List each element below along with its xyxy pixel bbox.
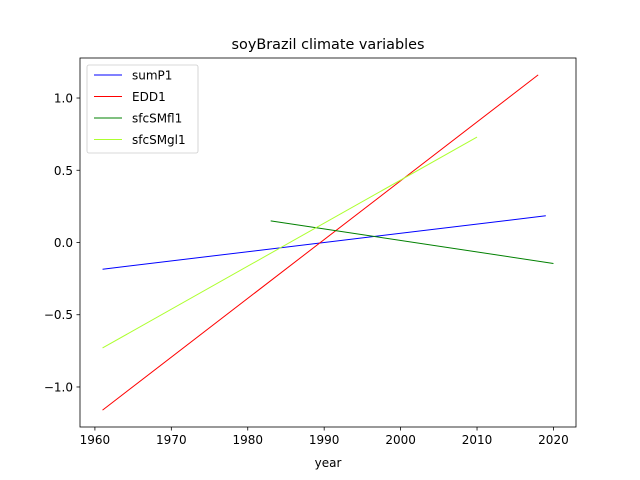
y-axis: −1.0 −0.5 0.0 0.5 1.0 [44, 92, 80, 394]
x-tick-label: 2000 [385, 433, 416, 447]
x-tick-label: 2020 [538, 433, 569, 447]
y-tick-label: −1.0 [44, 380, 73, 394]
y-tick-label: 0.0 [54, 236, 73, 250]
legend-label-EDD1: EDD1 [132, 90, 166, 104]
x-axis: 1960 1970 1980 1990 2000 2010 2020 [80, 427, 569, 447]
series-line-EDD1 [102, 74, 539, 411]
x-tick-label: 1990 [309, 433, 340, 447]
x-tick-label: 1960 [80, 433, 111, 447]
chart-title: soyBrazil climate variables [232, 37, 425, 53]
legend-box [86, 64, 199, 154]
legend: sumP1 EDD1 sfcSMfl1 sfcSMgl1 [86, 64, 199, 154]
series-line-sfcSMgl1 [102, 136, 478, 349]
plot-lines [102, 74, 554, 411]
x-axis-label: year [315, 456, 342, 470]
series-line-sumP1 [102, 215, 546, 270]
x-tick-label: 1980 [232, 433, 263, 447]
series-line-sfcSMfl1 [270, 220, 554, 264]
y-tick-label: 1.0 [54, 92, 73, 106]
x-tick-label: 2010 [462, 433, 493, 447]
x-tick-label: 1970 [156, 433, 187, 447]
legend-label-sfcSMfl1: sfcSMfl1 [132, 112, 182, 126]
legend-label-sumP1: sumP1 [132, 69, 172, 83]
y-tick-label: 0.5 [54, 164, 73, 178]
y-tick-label: −0.5 [44, 308, 73, 322]
legend-label-sfcSMgl1: sfcSMgl1 [132, 133, 186, 147]
